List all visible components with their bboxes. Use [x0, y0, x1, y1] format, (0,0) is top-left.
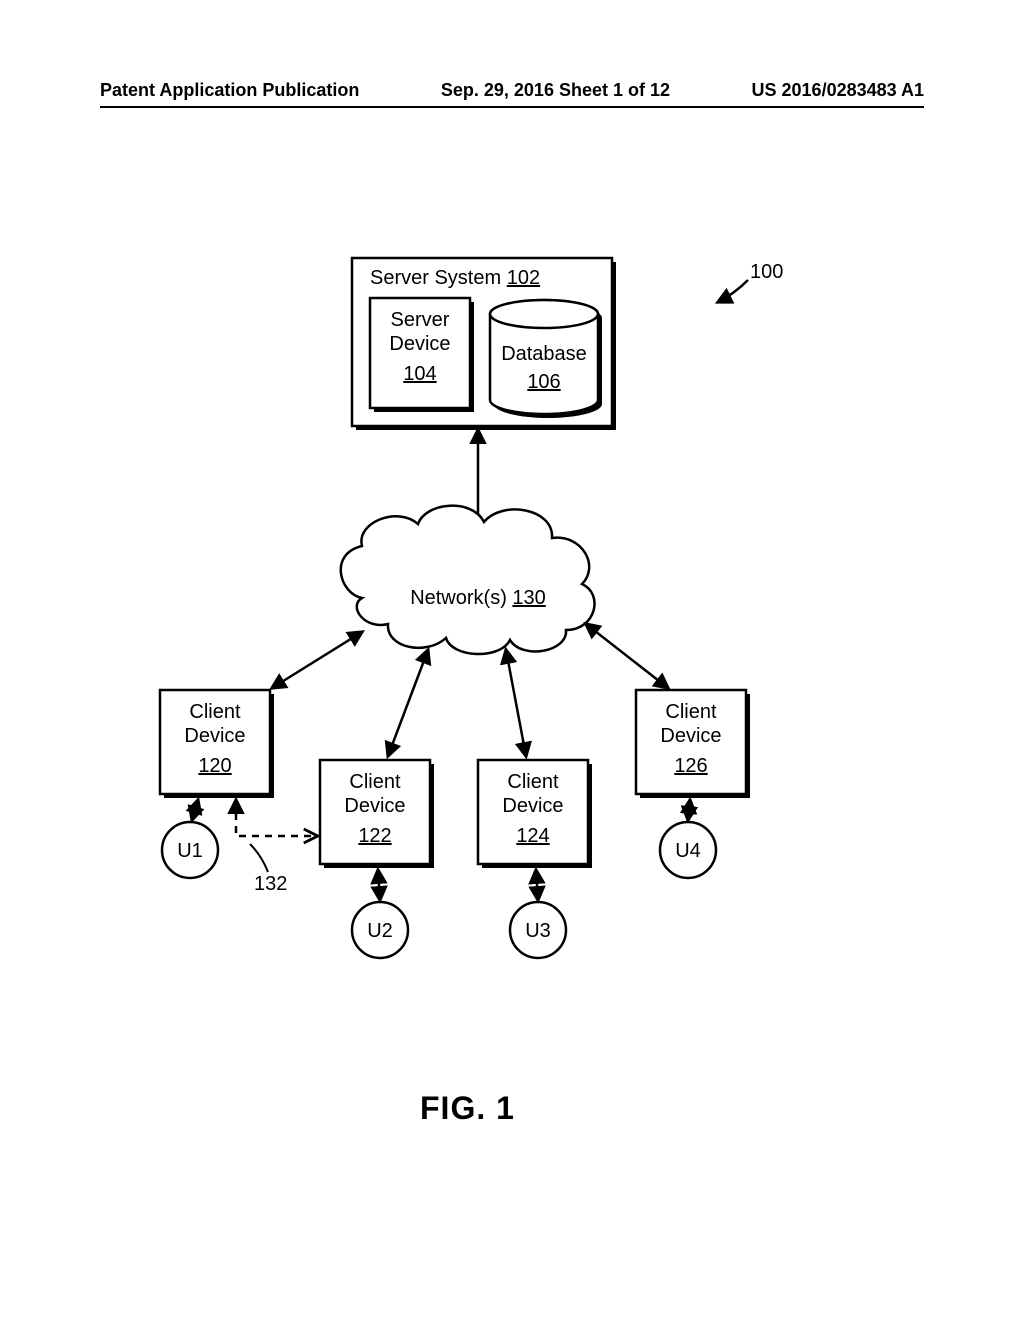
u4-label: U4: [675, 840, 701, 862]
page: Patent Application Publication Sep. 29, …: [0, 0, 1024, 1320]
client-device-120-box: Client Device 120: [160, 690, 274, 798]
client1-l2: Device: [184, 725, 245, 747]
edge-network-client4: [586, 624, 668, 688]
client3-l2: Device: [502, 795, 563, 817]
edge-u3-client3: [536, 870, 538, 900]
client3-l1: Client: [507, 771, 559, 793]
database-label: Database: [501, 343, 587, 365]
system-ref-label: 100: [750, 261, 783, 283]
edge-u4-client4: [688, 800, 690, 820]
ref-132-label: 132: [254, 873, 287, 895]
database-cylinder: Database 106: [490, 300, 602, 418]
u1-label: U1: [177, 840, 203, 862]
server-system-label: Server System: [370, 267, 501, 289]
client4-ref: 126: [674, 755, 707, 777]
figure-caption: FIG. 1: [420, 1090, 515, 1127]
client1-ref: 120: [198, 755, 231, 777]
u2-label: U2: [367, 920, 393, 942]
network-ref: 130: [512, 587, 545, 609]
u3-label: U3: [525, 920, 551, 942]
server-device-ref: 104: [403, 363, 436, 385]
user-u1: U1: [162, 822, 218, 878]
user-u4: U4: [660, 822, 716, 878]
svg-text:Network(s) 130: Network(s) 130: [410, 587, 546, 609]
edge-network-client2: [388, 650, 428, 756]
client2-l2: Device: [344, 795, 405, 817]
network-label: Network(s): [410, 587, 507, 609]
client-device-122-box: Client Device 122: [320, 760, 434, 868]
edge-u2-client2: [378, 870, 380, 900]
database-ref: 106: [527, 371, 560, 393]
system-ref-leader: 100: [718, 261, 783, 302]
server-system-ref: 102: [507, 267, 540, 289]
network-cloud: Network(s) 130: [341, 506, 595, 654]
edge-network-client3: [506, 650, 526, 756]
user-u3: U3: [510, 902, 566, 958]
edge-u1-client1: [192, 800, 198, 820]
server-device-box: Server Device 104: [370, 298, 474, 412]
server-device-l1: Server: [391, 309, 450, 331]
client2-l1: Client: [349, 771, 401, 793]
client2-ref: 122: [358, 825, 391, 847]
edge-132-dashed: 132: [236, 800, 316, 895]
svg-text:Server System 102: Server System 102: [370, 267, 540, 289]
user-u2: U2: [352, 902, 408, 958]
client3-ref: 124: [516, 825, 549, 847]
client1-l1: Client: [189, 701, 241, 723]
client-device-126-box: Client Device 126: [636, 690, 750, 798]
client4-l2: Device: [660, 725, 721, 747]
server-device-l2: Device: [389, 333, 450, 355]
client4-l1: Client: [665, 701, 717, 723]
client-device-124-box: Client Device 124: [478, 760, 592, 868]
edge-network-client1: [272, 632, 362, 688]
